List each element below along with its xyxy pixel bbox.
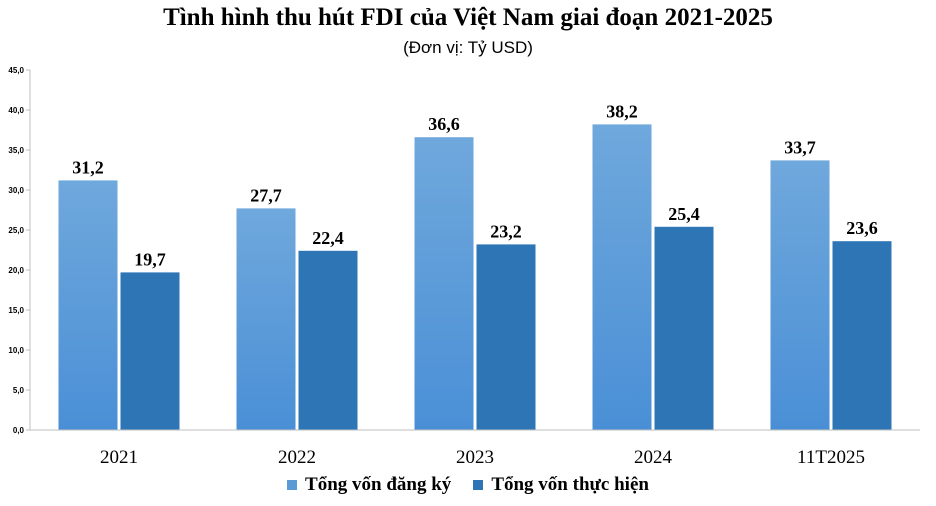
bar-registered [58,180,118,430]
bar-value-label: 36,6 [428,114,460,134]
chart-subtitle: (Đơn vị: Tỷ USD) [403,38,533,57]
bar-registered [592,124,652,431]
legend-label-disbursed: Tổng vốn thực hiện [491,474,649,495]
bar-value-label: 22,4 [312,228,344,248]
legend-label-registered: Tổng vốn đăng ký [305,474,452,495]
bar-disbursed [298,250,358,430]
bar-disbursed [832,241,892,430]
y-tick-label: 15,0 [8,306,24,315]
bar-value-label: 27,7 [250,185,282,205]
bar-value-label: 19,7 [134,249,166,269]
chart-title: Tình hình thu hút FDI của Việt Nam giai … [163,4,773,31]
y-axis: 0,0 5,0 10,0 15,0 20,0 25,0 30,0 35,0 40,0 45,0 [8,66,31,435]
x-tick-label: 11T2025 [797,447,865,468]
y-tick-label: 45,0 [8,66,24,75]
x-tick-label: 2024 [634,447,673,468]
legend-item-disbursed: Tổng vốn thực hiện [473,474,649,496]
bar-value-label: 31,2 [72,157,104,177]
x-axis: 2021 2022 2023 2024 11T2025 [30,429,920,468]
legend-swatch-registered [287,480,298,490]
bars-group: 31,2 19,7 27,7 22,4 36,6 23,2 38,2 25,4 33,7 23,6 [58,101,892,431]
y-tick-label: 30,0 [8,186,24,195]
y-tick-label: 40,0 [8,106,24,115]
bar-value-label: 25,4 [668,204,700,224]
y-tick-label: 10,0 [8,346,24,355]
y-tick-label: 25,0 [8,226,24,235]
y-tick-label: 35,0 [8,146,24,155]
bar-registered [770,160,830,430]
legend: Tổng vốn đăng ký Tổng vốn thực hiện [0,474,936,496]
bar-value-label: 23,6 [846,218,878,238]
bar-value-label: 23,2 [490,221,522,241]
y-tick-label: 0,0 [13,426,25,435]
y-tick-label: 20,0 [8,266,24,275]
x-tick-label: 2021 [100,447,138,468]
bar-disbursed [476,244,536,430]
bar-value-label: 38,2 [606,101,638,121]
bar-registered [414,137,474,430]
legend-swatch-disbursed [473,480,484,490]
y-tick-label: 5,0 [13,386,25,395]
legend-item-registered: Tổng vốn đăng ký [287,474,451,496]
bar-registered [236,208,296,430]
bar-chart: 0,0 5,0 10,0 15,0 20,0 25,0 30,0 35,0 40,0 45,0 3… [8,66,920,468]
x-tick-label: 2022 [278,447,316,468]
bar-disbursed [654,226,714,430]
x-tick-label: 2023 [456,447,494,468]
bar-disbursed [120,272,180,430]
bar-value-label: 33,7 [784,137,816,157]
